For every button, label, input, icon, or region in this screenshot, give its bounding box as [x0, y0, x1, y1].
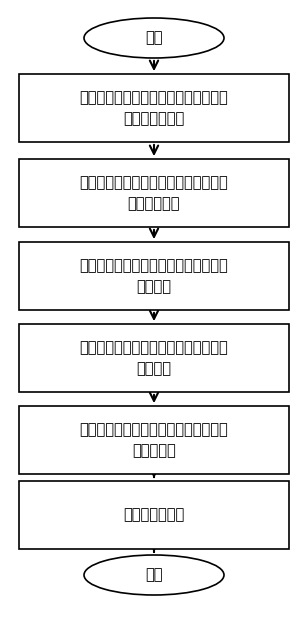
Text: 绘制每一个时间断面的热力图，叠加显
示在地图上: 绘制每一个时间断面的热力图，叠加显 示在地图上: [80, 422, 228, 458]
Bar: [19, 406, 289, 474]
Ellipse shape: [84, 555, 224, 595]
Bar: [19, 74, 289, 142]
Text: 热力图进行展示: 热力图进行展示: [124, 507, 184, 522]
Text: 开始: 开始: [145, 30, 163, 45]
Text: 接收用户设定时间段、设定线路的客流
热力图播放请求: 接收用户设定时间段、设定线路的客流 热力图播放请求: [80, 90, 228, 126]
Bar: [19, 324, 289, 392]
Bar: [19, 481, 289, 549]
Text: 获取所述设定时间段内，所述设定线路
上的公交记录: 获取所述设定时间段内，所述设定线路 上的公交记录: [80, 175, 228, 211]
Ellipse shape: [84, 18, 224, 58]
Text: 对所述公交记录进行预处理，得到有效
公交记录: 对所述公交记录进行预处理，得到有效 公交记录: [80, 258, 228, 294]
Text: 结束: 结束: [145, 568, 163, 582]
Bar: [19, 242, 289, 310]
Text: 确定每一个时间断面的公交车位置及其
客流数量: 确定每一个时间断面的公交车位置及其 客流数量: [80, 340, 228, 376]
Bar: [19, 159, 289, 227]
